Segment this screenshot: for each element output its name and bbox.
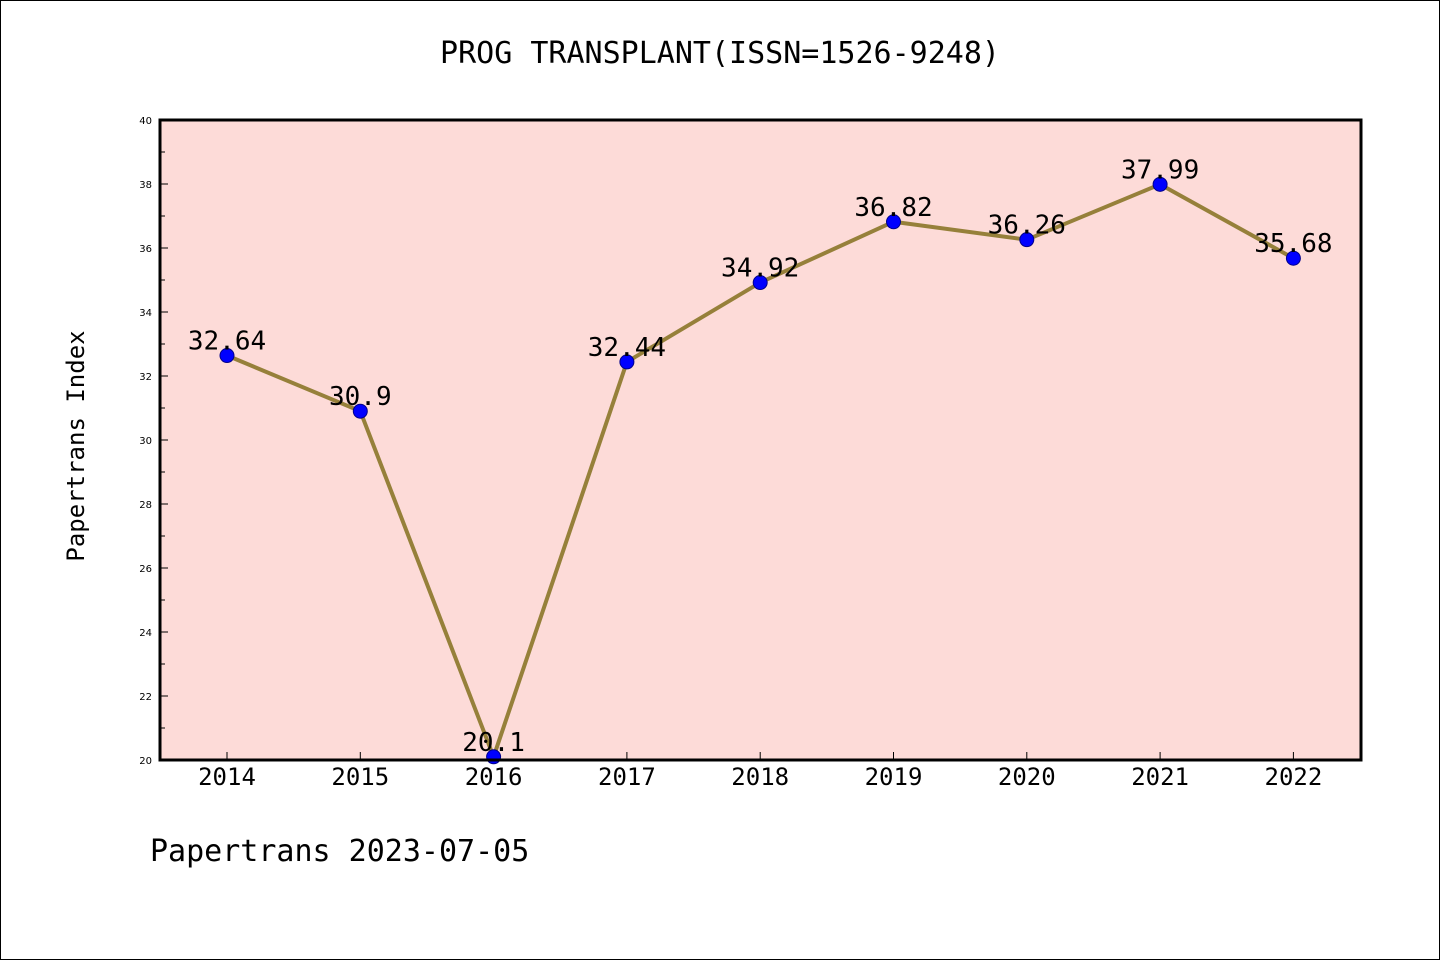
y-tick-label: 30 bbox=[139, 436, 152, 447]
y-tick-label: 38 bbox=[139, 180, 152, 191]
data-label: 34.92 bbox=[721, 254, 799, 284]
y-tick-label: 36 bbox=[139, 244, 152, 255]
data-labels: 32.64 30.9 20.1 32.44 34.92 36.82 36.26 37.99 35… bbox=[188, 155, 1333, 757]
data-point bbox=[1285, 250, 1301, 266]
data-label: 35.68 bbox=[1254, 229, 1332, 259]
x-tick-label: 2015 bbox=[331, 763, 389, 791]
x-tick-label: 2014 bbox=[198, 763, 256, 791]
y-tick-label: 32 bbox=[139, 372, 152, 383]
y-tick-label: 22 bbox=[139, 692, 152, 703]
plot-border bbox=[158, 118, 1363, 762]
x-axis: 2014 2015 2016 2017 2018 2019 2020 2021 2022 bbox=[198, 752, 1322, 791]
data-point bbox=[219, 348, 235, 364]
y-tick-label: 28 bbox=[139, 500, 152, 511]
y-tick-label: 20 bbox=[139, 756, 152, 767]
x-tick-label: 2017 bbox=[598, 763, 656, 791]
data-label: 36.82 bbox=[854, 193, 932, 223]
x-tick-label: 2022 bbox=[1265, 763, 1323, 791]
data-point bbox=[352, 403, 368, 419]
x-tick-label: 2016 bbox=[465, 763, 523, 791]
x-tick-label: 2021 bbox=[1131, 763, 1189, 791]
data-point bbox=[1152, 176, 1168, 192]
y-tick-label: 40 bbox=[139, 116, 152, 127]
x-tick-label: 2018 bbox=[731, 763, 789, 791]
plot-area bbox=[160, 120, 1361, 760]
data-label: 36.26 bbox=[988, 211, 1066, 241]
data-point bbox=[886, 214, 901, 230]
y-tick-label: 26 bbox=[139, 564, 152, 575]
data-point bbox=[752, 275, 768, 291]
data-label: 32.44 bbox=[588, 333, 666, 363]
y-tick-label: 34 bbox=[139, 308, 152, 319]
chart-title: PROG TRANSPLANT(ISSN=1526-9248) bbox=[440, 36, 1000, 71]
x-tick-label: 2019 bbox=[865, 763, 923, 791]
footer-note: Papertrans 2023-07-05 bbox=[150, 834, 530, 869]
data-label: 37.99 bbox=[1121, 155, 1199, 185]
data-label: 20.1 bbox=[462, 728, 525, 758]
y-tick-label: 24 bbox=[139, 628, 152, 639]
data-point bbox=[619, 354, 635, 370]
data-label: 30.9 bbox=[329, 382, 392, 412]
x-tick-label: 2020 bbox=[998, 763, 1056, 791]
data-point bbox=[1019, 232, 1035, 248]
data-label: 32.64 bbox=[188, 327, 266, 357]
series-markers bbox=[219, 176, 1301, 765]
